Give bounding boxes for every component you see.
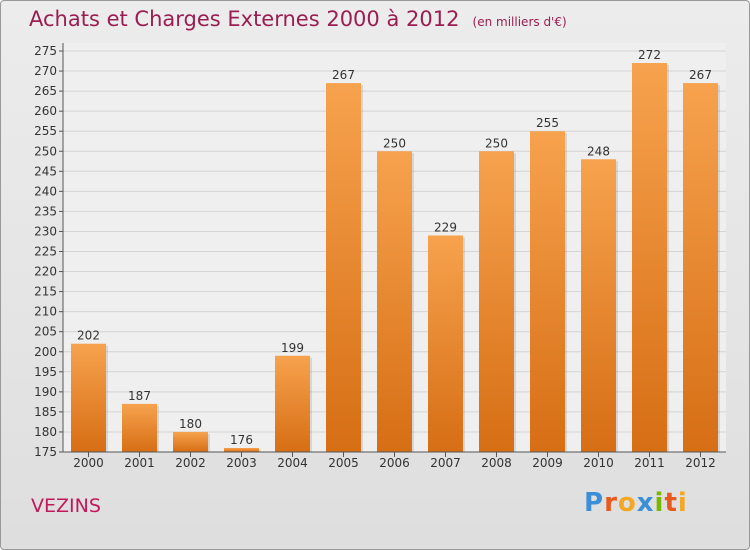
y-axis: 175 180 185 190 195 200 205 210 215 220 225 230 235 2… — [34, 43, 64, 459]
y-tick-label: 270 — [34, 64, 57, 78]
logo-letter: P — [584, 488, 605, 518]
y-tick-label: 215 — [34, 285, 57, 299]
y-tick-label: 240 — [34, 184, 57, 198]
bar-2003 — [224, 447, 259, 452]
bar-value-label: 250 — [383, 136, 406, 150]
bar-value-label: 187 — [128, 389, 151, 403]
logo-letter: r — [604, 488, 618, 518]
title-row: Achats et Charges Externes 2000 à 2012 (… — [29, 7, 567, 31]
x-tick-label: 2011 — [634, 456, 665, 470]
bar-value-label: 229 — [434, 220, 457, 234]
y-tick-label: 260 — [34, 104, 57, 118]
y-tick-label: 195 — [34, 365, 57, 379]
bar-2012 — [683, 83, 718, 452]
bar-2000 — [71, 343, 106, 452]
y-tick-label: 250 — [34, 144, 57, 158]
y-tick-label: 185 — [34, 405, 57, 419]
bar-2010 — [581, 159, 616, 452]
bar-value-label: 255 — [536, 116, 559, 130]
bar-2009 — [530, 131, 565, 452]
bar-value-label: 176 — [230, 433, 253, 447]
bar-value-label: 202 — [77, 329, 100, 343]
y-tick-label: 180 — [34, 425, 57, 439]
x-tick-label: 2010 — [583, 456, 614, 470]
y-tick-label: 200 — [34, 345, 57, 359]
bar-2002 — [173, 431, 208, 452]
y-tick-label: 235 — [34, 204, 57, 218]
y-tick-label: 205 — [34, 325, 57, 339]
proxiti-logo[interactable]: Proxiti — [584, 488, 688, 518]
logo-letter: i — [654, 488, 665, 518]
bar-value-label: 180 — [179, 417, 202, 431]
x-tick-label: 2005 — [328, 456, 359, 470]
bar-2004 — [275, 355, 310, 452]
x-tick-label: 2001 — [124, 456, 155, 470]
x-axis: 2000 2001 2002 2003 2004 2005 2006 2007 2008 2009… — [63, 451, 726, 470]
bar-2011 — [632, 63, 667, 452]
bar-value-label: 250 — [485, 136, 508, 150]
bar-value-label: 267 — [332, 68, 355, 82]
y-tick-label: 245 — [34, 164, 57, 178]
y-tick-label: 175 — [34, 445, 57, 459]
y-tick-label: 275 — [34, 44, 57, 58]
y-tick-label: 265 — [34, 84, 57, 98]
x-tick-label: 2004 — [277, 456, 308, 470]
x-tick-label: 2000 — [73, 456, 104, 470]
bars: 202 187 180 176 199 267 250 229 250 255 248 272 267 — [71, 48, 720, 452]
x-tick-label: 2006 — [379, 456, 410, 470]
bar-2006 — [377, 151, 412, 452]
bar-value-label: 272 — [638, 48, 661, 62]
bar-value-label: 267 — [689, 68, 712, 82]
x-tick-label: 2003 — [226, 456, 257, 470]
city-name: VEZINS — [31, 495, 101, 517]
y-tick-label: 225 — [34, 245, 57, 259]
logo-letter: o — [617, 488, 637, 518]
y-tick-label: 190 — [34, 385, 57, 399]
y-tick-label: 230 — [34, 224, 57, 238]
logo-letter: i — [677, 488, 688, 518]
bar-value-label: 199 — [281, 341, 304, 355]
y-tick-label: 220 — [34, 265, 57, 279]
logo-letter: x — [636, 488, 655, 518]
bar-2001 — [122, 403, 157, 452]
x-tick-label: 2012 — [685, 456, 716, 470]
logo-letter: t — [664, 488, 678, 518]
chart-subtitle: (en milliers d'€) — [472, 15, 567, 29]
bar-2005 — [326, 83, 361, 452]
bar-value-label: 248 — [587, 144, 610, 158]
x-tick-label: 2002 — [175, 456, 206, 470]
bar-2008 — [479, 151, 514, 452]
x-tick-label: 2008 — [481, 456, 512, 470]
bar-2007 — [428, 235, 463, 452]
x-tick-label: 2009 — [532, 456, 563, 470]
chart-title: Achats et Charges Externes 2000 à 2012 — [29, 7, 460, 31]
x-tick-label: 2007 — [430, 456, 461, 470]
y-tick-label: 255 — [34, 124, 57, 138]
y-tick-label: 210 — [34, 305, 57, 319]
